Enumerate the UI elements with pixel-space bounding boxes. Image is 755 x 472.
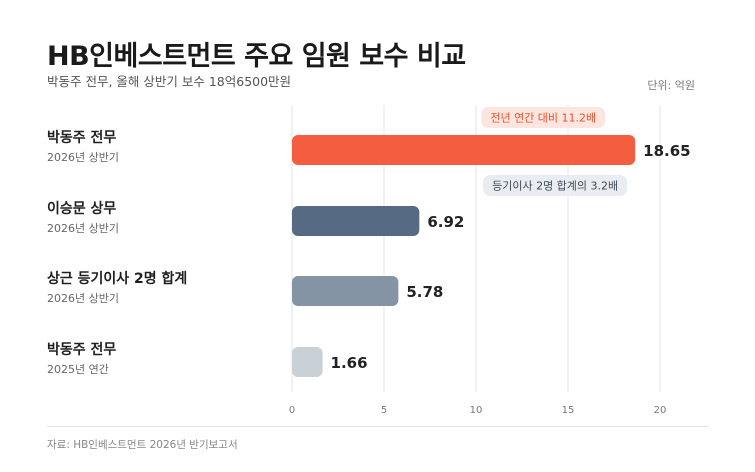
bar-3	[292, 347, 323, 377]
category-period-0: 2026년 상반기	[47, 151, 119, 164]
category-name-0: 박동주 전무	[47, 129, 116, 146]
unit-label: 단위: 억원	[647, 79, 695, 92]
category-period-2: 2026년 상반기	[47, 292, 119, 305]
bar-0	[292, 135, 636, 165]
x-tick-label-3: 15	[562, 405, 575, 416]
annotation-badge-0	[481, 107, 606, 128]
chart-subtitle: 박동주 전무, 올해 상반기 보수 18억6500만원	[47, 74, 292, 89]
chart-title: HB인베스트먼트 주요 임원 보수 비교	[47, 41, 466, 72]
annotation-text-0: 전년 연간 대비 11.2배	[490, 112, 596, 125]
annotation-badge-1	[483, 175, 628, 196]
category-name-1: 이승문 상무	[47, 200, 116, 217]
category-name-3: 박동주 전무	[47, 341, 116, 358]
annotation-text-1: 등기이사 2명 합계의 3.2배	[492, 180, 618, 193]
source-note: 자료: HB인베스트먼트 2026년 반기보고서	[47, 439, 238, 451]
category-period-1: 2026년 상반기	[47, 222, 119, 235]
category-period-3: 2025년 연간	[47, 363, 109, 376]
value-label-2: 5.78	[406, 283, 443, 301]
x-tick-label-0: 0	[289, 405, 295, 416]
footer-divider	[47, 426, 708, 427]
value-label-1: 6.92	[427, 213, 464, 231]
value-label-3: 1.66	[331, 354, 368, 372]
bar-1	[292, 206, 420, 236]
x-tick-label-2: 10	[470, 405, 483, 416]
x-tick-label-1: 5	[381, 405, 387, 416]
x-tick-label-4: 20	[654, 405, 667, 416]
bar-2	[292, 276, 399, 306]
category-name-2: 상근 등기이사 2명 합계	[47, 270, 187, 287]
value-label-0: 18.65	[643, 142, 690, 160]
